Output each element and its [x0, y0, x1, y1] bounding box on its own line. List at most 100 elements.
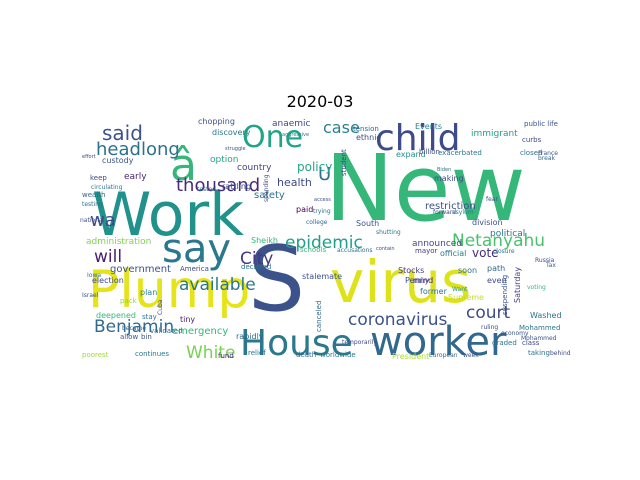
cloud-word: case	[323, 118, 360, 137]
cloud-word: virus	[330, 248, 471, 316]
cloud-word: court	[466, 303, 511, 323]
cloud-word: tested	[197, 186, 216, 193]
cloud-word: European	[429, 352, 458, 359]
cloud-word: Israel	[82, 292, 99, 299]
cloud-word: France	[538, 150, 558, 157]
cloud-word: Work	[92, 180, 244, 250]
cloud-word: became	[122, 325, 146, 332]
cloud-word: aggressive	[282, 132, 309, 138]
cloud-word: Saturday	[513, 267, 522, 303]
cloud-word: economy	[501, 330, 529, 337]
cloud-word: accusations	[337, 247, 373, 254]
cloud-word: Events	[415, 122, 442, 131]
cloud-word: announced	[412, 239, 462, 249]
cloud-word: graded	[492, 339, 517, 347]
cloud-word: Tax	[545, 262, 556, 269]
cloud-word: week	[463, 352, 479, 359]
cloud-word: asylum	[452, 209, 474, 216]
cloud-word: class	[522, 339, 540, 347]
cloud-word: Iowa	[87, 272, 101, 279]
cloud-word: House	[240, 323, 353, 364]
cloud-word: available	[179, 275, 256, 295]
cloud-word: policy	[297, 160, 332, 174]
cloud-word: soon	[458, 266, 477, 275]
cloud-word: continues	[135, 350, 169, 358]
cloud-word: Benjamin	[94, 317, 174, 337]
cloud-word: ruling	[481, 324, 498, 331]
cloud-word: wealth	[82, 191, 105, 199]
cloud-word: U	[318, 164, 331, 185]
cloud-word: Sheikh	[251, 236, 278, 245]
cloud-word: circulating	[91, 184, 123, 191]
cloud-word: option	[210, 155, 238, 165]
cloud-word: billion	[419, 148, 440, 156]
cloud-word: declared	[241, 263, 271, 271]
cloud-word: stalemate	[302, 272, 342, 281]
cloud-word: pack	[120, 297, 138, 305]
cloud-word: Want	[452, 286, 468, 293]
cloud-word: voting	[527, 284, 546, 291]
cloud-word: City	[240, 249, 273, 269]
cloud-word: testing	[82, 201, 103, 208]
cloud-word: emergency	[172, 326, 228, 337]
cloud-word: worker	[370, 319, 507, 365]
cloud-word: America	[180, 265, 209, 273]
cloud-word: early	[124, 172, 147, 182]
cloud-word: Plump	[88, 260, 250, 320]
cloud-word: spending	[263, 174, 270, 202]
cloud-word: closed	[520, 149, 542, 157]
cloud-word: expand	[396, 150, 426, 159]
cloud-word: Russia	[535, 257, 555, 264]
cloud-word: keep	[90, 174, 107, 182]
cloud-word: official	[440, 249, 466, 258]
cloud-word: mind	[413, 276, 433, 285]
cloud-word: political	[490, 229, 525, 239]
cloud-word: paid	[296, 205, 313, 214]
cloud-word: rattling	[222, 182, 251, 191]
cloud-word: fear	[486, 196, 498, 203]
cloud-word: Mohammed	[519, 324, 560, 332]
cloud-word: Biden	[437, 167, 451, 173]
cloud-word: say	[162, 226, 231, 272]
cloud-word: allow	[120, 333, 138, 341]
cloud-word: contain	[376, 246, 395, 252]
cloud-word: former	[420, 287, 448, 296]
cloud-word: anaemic	[272, 119, 311, 129]
cloud-word: canceled	[315, 301, 323, 332]
cloud-word: epidemic	[285, 233, 363, 253]
cloud-word: election	[92, 276, 124, 285]
cloud-word: government	[110, 264, 171, 275]
cloud-word: White	[186, 343, 235, 363]
cloud-word: exacerbated	[438, 149, 482, 157]
cloud-word: thousand	[176, 175, 260, 196]
cloud-word: custody	[102, 156, 134, 165]
word-cloud-background	[80, 117, 560, 360]
cloud-word: struggle	[225, 146, 246, 152]
cloud-word: suspending	[501, 275, 509, 315]
cloud-word: deepened	[96, 311, 136, 320]
cloud-word: S	[248, 227, 305, 332]
cloud-word: bin	[141, 333, 152, 341]
cloud-word: â	[170, 140, 197, 191]
cloud-word: taking	[528, 349, 550, 357]
cloud-word: Washed	[530, 311, 562, 320]
cloud-word: even	[487, 276, 507, 285]
cloud-word: national	[80, 217, 105, 224]
cloud-word: wa	[90, 210, 116, 231]
cloud-word: Supreme	[448, 293, 484, 302]
cloud-word: path	[487, 264, 505, 273]
cloud-word: administration	[86, 237, 151, 247]
cloud-word: vote	[472, 246, 499, 260]
cloud-word: death	[296, 351, 316, 359]
cloud-word: plan	[140, 288, 157, 297]
cloud-word: access	[314, 197, 331, 203]
cloud-word: forward	[433, 209, 456, 216]
cloud-word: restriction	[425, 201, 476, 212]
cloud-word: health	[277, 176, 312, 189]
cloud-word: chopping	[198, 117, 235, 126]
cloud-word: curbs	[522, 136, 542, 144]
cloud-word: poorest	[82, 351, 109, 359]
cloud-word: shutting	[376, 229, 401, 236]
cloud-word: student	[340, 149, 348, 176]
cloud-word: Netanyahu	[452, 231, 545, 251]
